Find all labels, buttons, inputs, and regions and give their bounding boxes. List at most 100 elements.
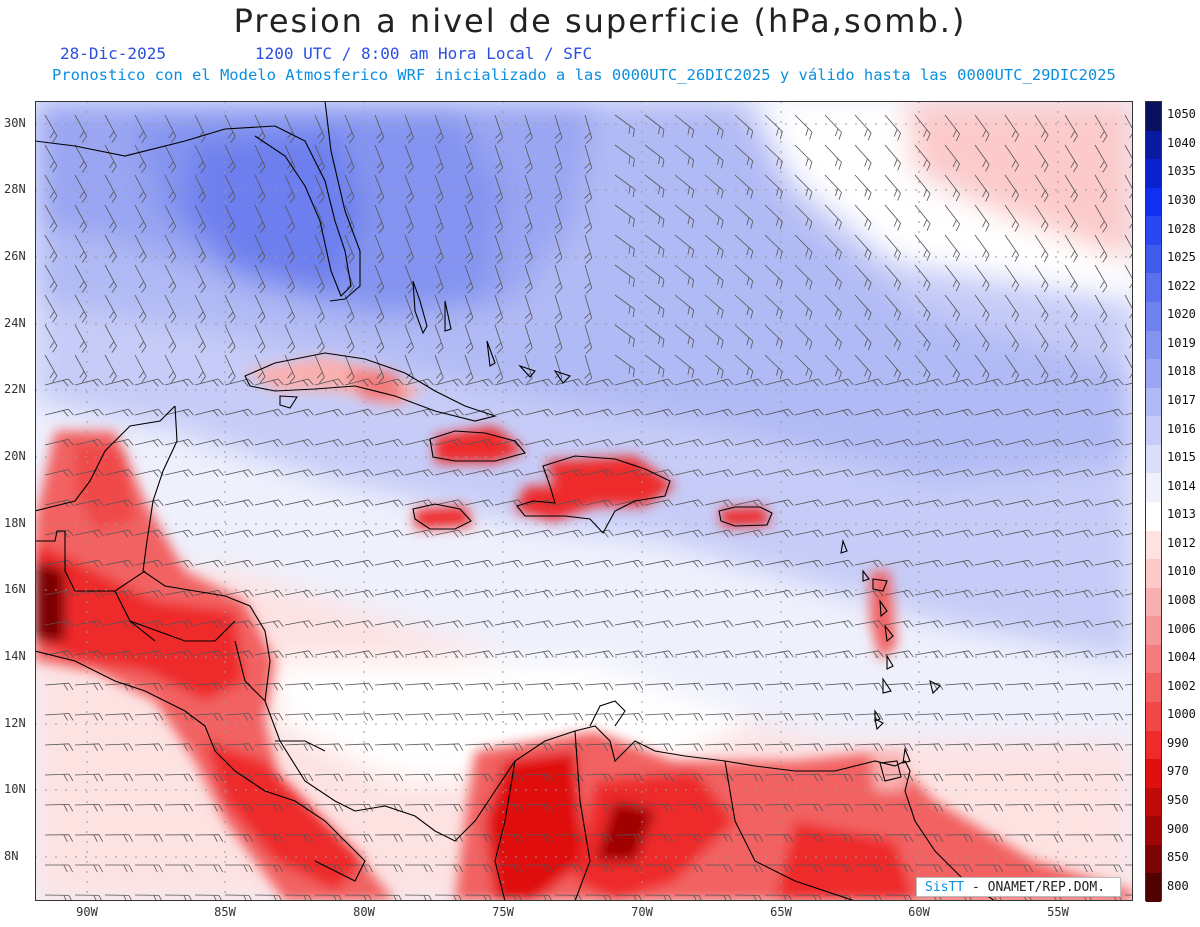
wind-barb <box>1124 623 1133 626</box>
colorbar-label: 1013 <box>1167 507 1196 522</box>
wind-barb <box>734 144 754 169</box>
wind-barb <box>614 174 635 197</box>
wind-barb <box>1064 234 1078 263</box>
wind-barb <box>854 499 884 508</box>
wind-barb <box>614 294 635 317</box>
wind-barb <box>494 713 524 721</box>
wind-barb <box>345 864 373 873</box>
wind-barb <box>704 743 734 752</box>
wind-barb <box>704 174 724 199</box>
wind-barb <box>794 529 824 538</box>
lat-label: 10N <box>4 782 26 796</box>
wind-barb <box>854 469 884 478</box>
wind-barb <box>1034 408 1064 417</box>
wind-barb <box>944 682 974 691</box>
wind-barb <box>1004 834 1034 842</box>
wind-barb <box>824 713 854 721</box>
wind-barb <box>1094 620 1124 629</box>
wind-barb <box>374 773 404 782</box>
wind-barb <box>74 773 104 782</box>
wind-barb <box>975 864 1003 873</box>
wind-barb <box>884 324 901 351</box>
wind-barb <box>1034 499 1064 508</box>
wind-barb <box>1004 294 1019 322</box>
wind-barb <box>1004 114 1019 142</box>
wind-barb <box>494 294 503 324</box>
wind-barb <box>194 354 206 384</box>
colorbar-segment <box>1146 616 1161 646</box>
wind-barb <box>644 114 665 138</box>
wind-barb <box>74 294 87 323</box>
wind-barb <box>224 713 254 721</box>
wind-barb <box>1124 744 1133 746</box>
wind-barb <box>284 894 313 901</box>
wind-barb <box>314 354 325 384</box>
wind-barb <box>584 324 593 354</box>
wind-barb <box>164 804 194 812</box>
wind-barb <box>494 264 503 294</box>
wind-barb <box>494 804 524 812</box>
wind-barb <box>1004 439 1034 447</box>
wind-barb <box>104 620 134 629</box>
wind-barb <box>104 773 134 782</box>
wind-barb <box>314 620 344 629</box>
wind-barb <box>704 834 734 842</box>
wind-barb <box>195 864 223 873</box>
wind-barb <box>404 682 434 691</box>
wind-barb <box>554 529 584 538</box>
wind-barb <box>674 834 704 842</box>
wind-barb <box>164 620 194 629</box>
wind-barb <box>944 354 960 382</box>
wind-barb <box>284 713 314 721</box>
wind-barb <box>1034 469 1064 478</box>
wind-barb <box>284 114 296 144</box>
lon-label: 65W <box>770 905 792 919</box>
wind-barb <box>344 324 355 354</box>
wind-barb <box>884 144 901 171</box>
wind-barb <box>404 650 434 659</box>
wind-barb <box>434 408 464 417</box>
colorbar-label: 1017 <box>1167 393 1196 407</box>
colorbar-segment <box>1146 216 1161 246</box>
wind-barb <box>854 354 872 381</box>
wind-barb <box>794 834 824 842</box>
wind-barb <box>494 620 524 629</box>
wind-barb <box>764 559 794 568</box>
wind-barb <box>884 713 914 721</box>
wind-barb <box>764 620 794 629</box>
wind-barb <box>104 713 134 721</box>
wind-barb <box>584 894 613 901</box>
wind-barb <box>164 650 194 659</box>
wind-barb <box>284 174 296 204</box>
wind-barb <box>464 324 474 354</box>
wind-barb <box>554 469 584 478</box>
wind-barb <box>794 713 824 721</box>
wind-barb <box>104 234 117 263</box>
wind-barb <box>464 894 493 901</box>
wind-barb <box>254 650 284 659</box>
wind-barb <box>374 743 404 752</box>
wind-barb <box>254 499 284 508</box>
wind-barb <box>1094 324 1108 353</box>
wind-barb <box>494 234 503 264</box>
wind-barb <box>674 590 704 598</box>
wind-barb <box>1035 864 1063 873</box>
wind-barb <box>344 743 374 752</box>
wind-barb <box>464 144 474 174</box>
wind-barb <box>344 378 374 387</box>
wind-barb <box>314 743 344 752</box>
wind-barb <box>764 408 794 417</box>
wind-barb <box>374 894 403 901</box>
wind-barb <box>644 174 665 198</box>
wind-barb <box>554 499 584 508</box>
wind-barb <box>854 324 872 351</box>
wind-barb <box>794 804 824 812</box>
colorbar-label: 1018 <box>1167 364 1196 379</box>
wind-barb <box>194 713 224 721</box>
wind-barb <box>1004 234 1019 262</box>
wind-barb <box>944 804 974 812</box>
wind-barb <box>74 324 87 353</box>
wind-barb <box>1064 499 1094 508</box>
wind-barb <box>224 499 254 508</box>
wind-barb <box>1004 354 1019 382</box>
